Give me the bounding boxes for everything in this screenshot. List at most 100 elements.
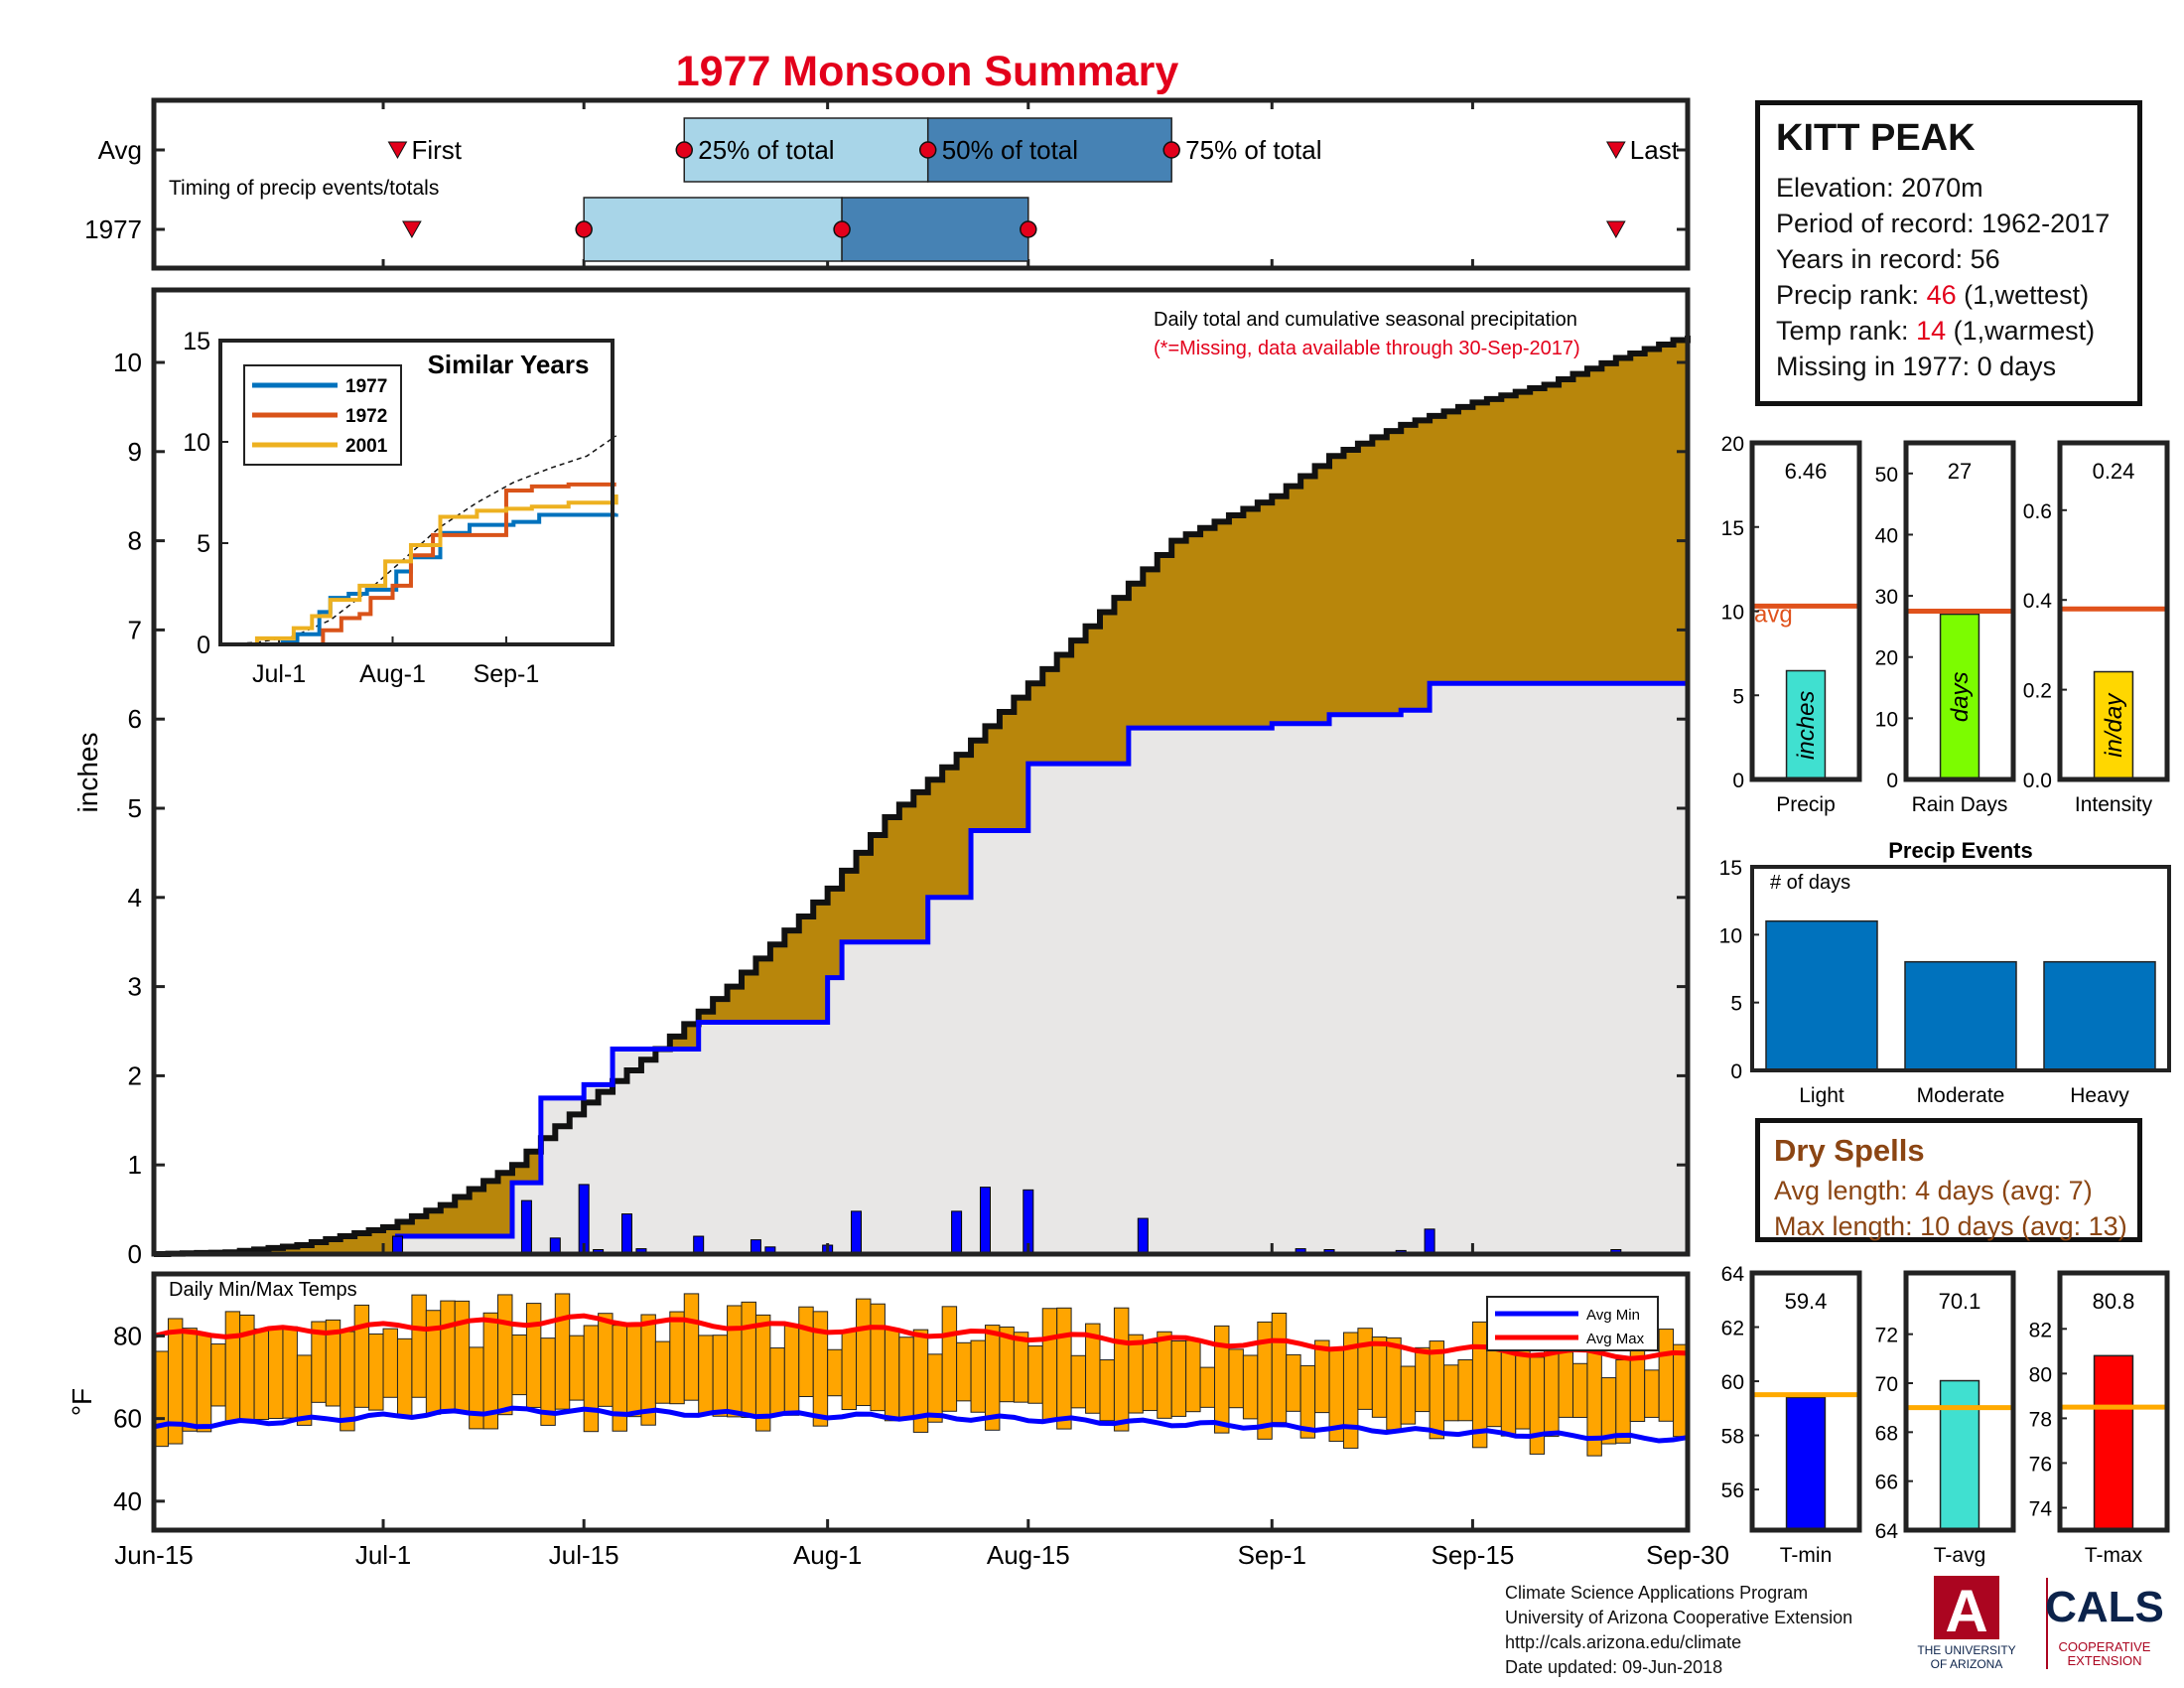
precip-events-ytick-label: 5: [1730, 993, 1742, 1016]
temp-bar: [856, 1298, 872, 1407]
temp-bar: [884, 1329, 900, 1422]
cals-logo-line1: COOPERATIVE: [2059, 1639, 2151, 1654]
inset-series-1972: [220, 482, 616, 646]
temp-bar: [598, 1313, 614, 1407]
timing-dot: [575, 220, 593, 238]
year-cumulative-line: [154, 677, 1691, 1257]
daily-precip-bar: [851, 1210, 863, 1255]
timing-label-first: First: [411, 135, 462, 165]
temp-bar: [712, 1335, 729, 1417]
temp-legend-label: Avg Min: [1586, 1307, 1640, 1324]
temp-bar: [625, 1323, 642, 1418]
temp-bar: [511, 1334, 527, 1396]
cum-annotation-missing: (*=Missing, data available through 30-Se…: [1154, 338, 1580, 359]
temp-bar: [1056, 1307, 1072, 1430]
x-tick-label: Aug-15: [987, 1540, 1070, 1570]
intensity-category-label: Intensity: [2075, 793, 2153, 816]
ua-logo-line1: THE UNIVERSITY: [1917, 1643, 2015, 1657]
temp-bar: [898, 1336, 914, 1421]
temp-bar: [1457, 1359, 1473, 1422]
timing-row-label: Avg: [98, 135, 142, 165]
precip_total-ytick-label: 15: [1721, 517, 1744, 540]
side-panels: inches avg 6.46 0 5 10 15 20 Precip days 27 0 10 20 30…: [1719, 433, 2171, 1567]
timing-label-25: 25% of total: [698, 135, 834, 165]
temp-bar: [353, 1304, 370, 1408]
x-tick-label: Sep-30: [1646, 1540, 1729, 1570]
timing-label-75: 75% of total: [1185, 135, 1321, 165]
inset-avg-line: [219, 435, 617, 645]
daily-precip-bar: [520, 1199, 532, 1255]
temp-bar: [210, 1343, 226, 1407]
temp-bar: [368, 1333, 384, 1411]
temp-bar: [1644, 1369, 1660, 1418]
temp-bar: [569, 1335, 585, 1401]
temp-bar: [296, 1354, 313, 1426]
ua-logo: A THE UNIVERSITY OF ARIZONA: [1917, 1576, 2016, 1671]
temp-rank-note: (1,warmest): [1946, 316, 2096, 346]
daily-precip-bar: [620, 1213, 632, 1255]
t_min-value-label: 59.4: [1785, 1289, 1828, 1314]
temp-bar: [698, 1335, 714, 1416]
temp-bar: [970, 1339, 986, 1413]
dry-spells-box: Dry Spells Avg length: 4 days (avg: 7) M…: [1755, 1118, 2142, 1242]
temp-bar: [727, 1305, 743, 1418]
temp-bar: [396, 1337, 413, 1418]
temp-bar: [196, 1333, 212, 1433]
t_min-ytick-label: 56: [1721, 1479, 1744, 1502]
station-elevation: Elevation: 2070m: [1776, 173, 1983, 203]
t_avg-category-label: T-avg: [1934, 1544, 1986, 1567]
temperature-panel: 40 60 80 Jun-15 Jul-1 Jul-15 Aug-1 Aug-15 Sep-1 S…: [67, 1271, 1729, 1570]
chart-title: 1977 Monsoon Summary: [675, 48, 1179, 95]
inset-legend-label: 2001: [345, 436, 388, 457]
cum-ytick-label: 5: [128, 793, 142, 823]
precip_total-ytick-label: 0: [1732, 770, 1744, 792]
x-tick-label: Aug-1: [793, 1540, 862, 1570]
precip_total-category-label: Precip: [1776, 793, 1836, 816]
intensity-bar-text: in/day: [2101, 692, 2127, 758]
cum-ytick-label: 3: [128, 972, 142, 1002]
rain_days-category-label: Rain Days: [1912, 793, 2008, 816]
intensity-bar: [2093, 670, 2134, 780]
inset-ytick-label: 0: [197, 632, 210, 659]
cum-ylabel: inches: [72, 733, 103, 813]
daily-precip-bar: [391, 1235, 403, 1255]
temp-bar: [941, 1306, 958, 1412]
dry-spells-title: Dry Spells: [1774, 1133, 1925, 1168]
temp-bar: [1027, 1345, 1043, 1404]
temp-bar: [182, 1328, 198, 1432]
precip-rank: Precip rank: 46 (1,wettest): [1776, 277, 2137, 313]
daily-precip-bar: [693, 1235, 705, 1255]
temp-bar: [1571, 1362, 1588, 1418]
temp-bar: [1113, 1307, 1130, 1432]
temp-bar: [1386, 1336, 1402, 1431]
temp-bar: [669, 1311, 685, 1405]
timing-box-50-75: [926, 117, 1172, 183]
footer-line-2: University of Arizona Cooperative Extens…: [1505, 1608, 1853, 1627]
t_avg-ytick-label: 70: [1875, 1373, 1898, 1396]
station-info-box: KITT PEAK Elevation: 2070m Period of rec…: [1755, 100, 2142, 406]
temp-bar: [340, 1331, 355, 1432]
temp-ytick-label: 40: [113, 1486, 142, 1516]
rain_days-ytick-label: 30: [1875, 586, 1898, 609]
t_min-ytick-label: 64: [1721, 1263, 1745, 1286]
t_max-value-label: 80.8: [2093, 1289, 2135, 1314]
rain_days-ytick-label: 40: [1875, 524, 1898, 547]
temp-bar: [1371, 1336, 1388, 1418]
cum-ytick-label: 6: [128, 704, 142, 734]
precip-events-bar: [2043, 960, 2156, 1071]
rain_days-ytick-label: 0: [1886, 770, 1898, 792]
timing-triangle: [1605, 220, 1626, 239]
temp-ytick-label: 80: [113, 1321, 142, 1350]
x-tick-label: Sep-15: [1431, 1540, 1514, 1570]
temp-bar: [1228, 1348, 1244, 1409]
rain_days-ytick-label: 10: [1875, 708, 1898, 731]
cum-frame: [151, 287, 1691, 1257]
t_min-frame: [1749, 1270, 1862, 1533]
t_avg-ytick-label: 64: [1875, 1520, 1899, 1543]
temp-bar: [583, 1325, 600, 1433]
temp-bar: [1157, 1331, 1172, 1419]
x-tick-label: Jul-1: [355, 1540, 411, 1570]
ua-logo-line2: OF ARIZONA: [1931, 1657, 2003, 1671]
temp-bar: [783, 1324, 800, 1416]
t_avg-ytick-label: 68: [1875, 1422, 1898, 1445]
